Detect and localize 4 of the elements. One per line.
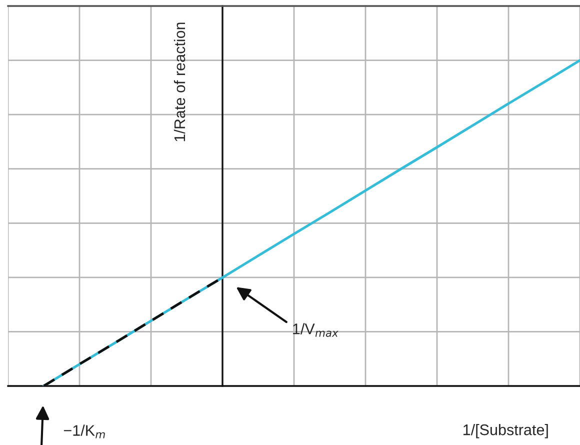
y-axis-title: 1/Rate of reaction [174,22,186,142]
annotation: 1/V$_{max}$ [293,323,338,337]
x-axis-title: 1/[Substrate] [463,424,548,438]
text: −1/K$_{m}$ [64,424,105,438]
